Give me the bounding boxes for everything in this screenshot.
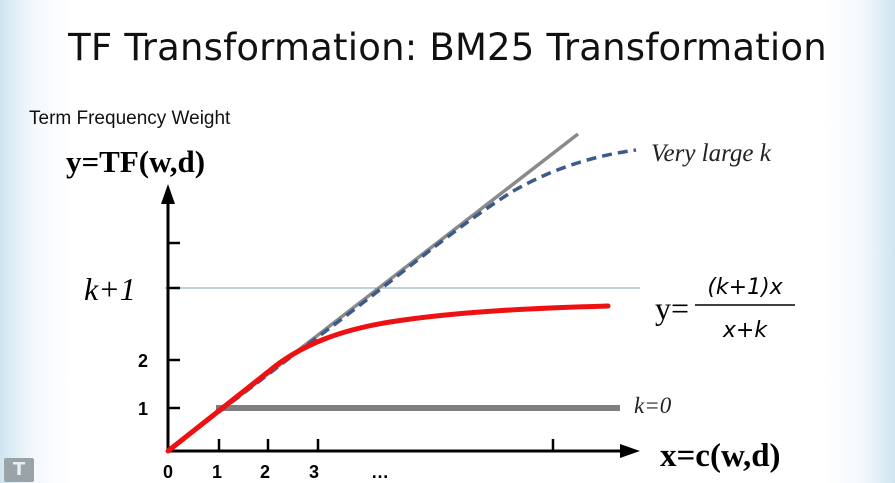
x-axis-arrowhead <box>620 444 640 458</box>
y-tick-label-1: 1 <box>138 399 148 419</box>
x-tick-label-0: 0 <box>163 462 173 482</box>
x-tick-label-1: 1 <box>212 462 222 482</box>
y-caption: Term Frequency Weight <box>29 108 231 129</box>
formula-numerator: (k+1)x <box>707 275 783 300</box>
x-tick-label-ellipsis: … <box>371 462 389 482</box>
x-axis-label: x=c(w,d) <box>660 438 781 474</box>
x-tick-label-3: 3 <box>309 462 319 482</box>
x-tick-label-2: 2 <box>260 462 270 482</box>
bm25-curve <box>165 303 611 454</box>
logo-icon: T <box>4 458 34 482</box>
y-axis-arrowhead <box>161 184 175 204</box>
very-large-k-curve <box>166 148 637 453</box>
very-large-k-label: Very large k <box>651 140 772 167</box>
formula-lhs: y= <box>655 290 689 326</box>
slide-title: TF Transformation: BM25 Transformation <box>68 26 827 69</box>
k-plus-1-label: k+1 <box>84 271 136 307</box>
k-zero-label: k=0 <box>634 393 672 418</box>
left-decoration <box>0 0 70 483</box>
y-tick-label-2: 2 <box>138 351 148 371</box>
y-axis-label: y=TF(w,d) <box>66 144 205 179</box>
right-decoration <box>825 0 895 483</box>
formula-denominator: x+k <box>722 318 768 343</box>
